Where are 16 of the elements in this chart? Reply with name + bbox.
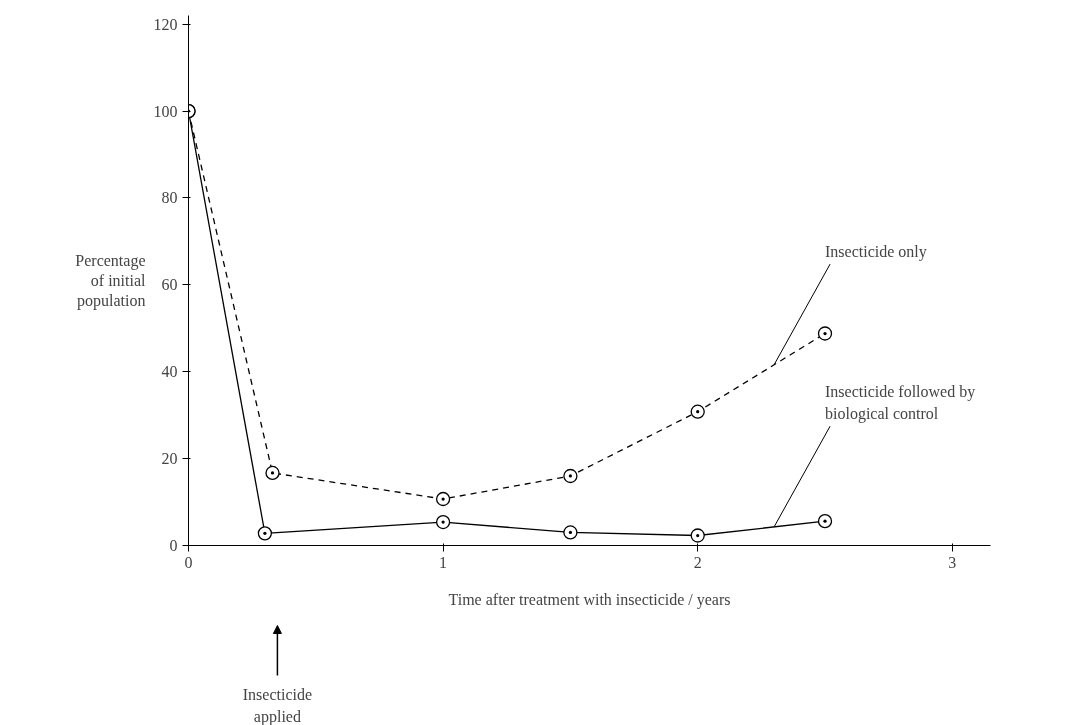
y-tick-label: 80	[161, 189, 178, 207]
y-tick-label: 40	[161, 363, 178, 381]
x-tick-label: 3	[948, 553, 957, 571]
text: Insecticide followed by biological control	[825, 382, 976, 423]
x-tick-label: 0	[184, 553, 193, 571]
y-tick-label: 60	[161, 276, 178, 294]
y-tick-label: 0	[169, 537, 178, 554]
x-tick-label: 2	[693, 553, 702, 571]
text: Insecticide only	[825, 242, 927, 261]
y-axis-title: Percentage of initial population	[75, 251, 147, 311]
y-tick-label: 120	[153, 15, 178, 33]
x-axis-title: Time after treatment with insecticide / years	[448, 590, 731, 609]
x-tick-label: 1	[439, 553, 448, 571]
text: Insecticide applied	[242, 685, 313, 725]
y-tick-label: 100	[153, 102, 178, 120]
y-tick-label: 20	[161, 450, 178, 468]
